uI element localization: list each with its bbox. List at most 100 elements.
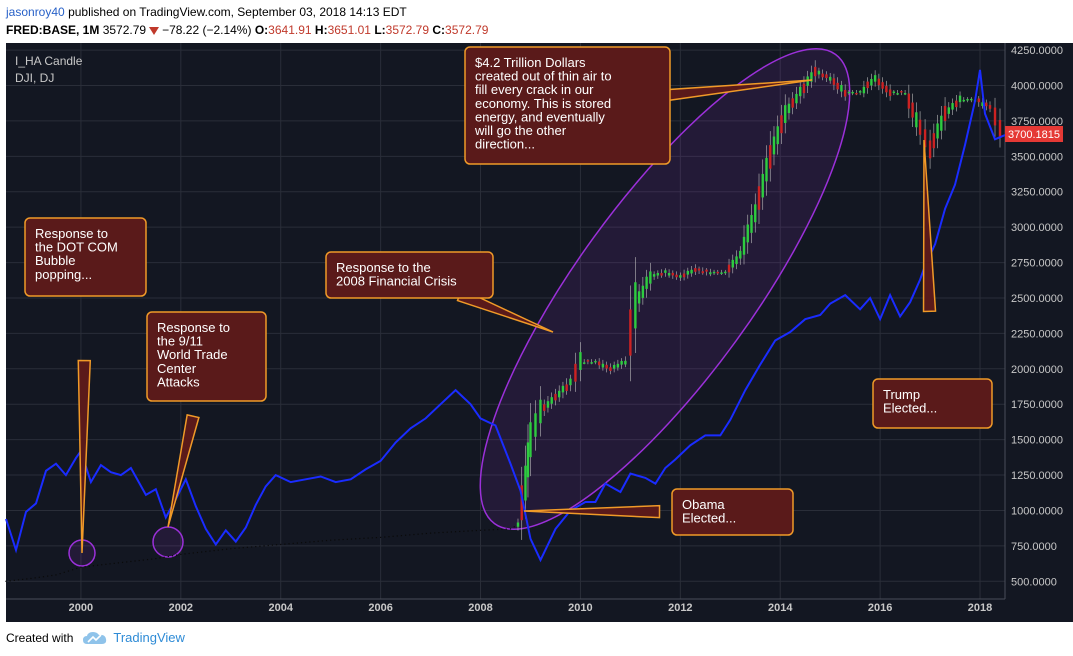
price-tag-box (1005, 126, 1063, 142)
candle-dot (230, 548, 232, 550)
candle-body (866, 81, 869, 89)
candle-body (817, 70, 821, 75)
candle-body (832, 78, 836, 85)
annotations: Response to the DOT COM Bubble popping...Re… (24, 46, 993, 554)
candle-body (885, 85, 888, 93)
candle-body (594, 360, 597, 363)
candle-dot (421, 533, 423, 535)
candle-body (855, 92, 858, 95)
candle-dot (80, 566, 82, 568)
annotation-line: $4.2 Trillion Dollars (475, 55, 586, 70)
candle-body (985, 102, 988, 107)
ha-candle-series (5, 60, 1002, 582)
annotation-box (24, 217, 147, 297)
candle-dot (417, 533, 419, 535)
annotation-line: economy. This is stored (475, 96, 611, 111)
y-tick-label: 4000.0000 (1011, 80, 1063, 92)
symbol-label: FRED:BASE, 1M (6, 23, 100, 37)
candle-dot (479, 529, 482, 531)
tradingview-link[interactable]: TradingView (113, 630, 185, 645)
candle-dot (67, 570, 70, 572)
candle-body (761, 173, 764, 198)
candle-body (546, 401, 550, 408)
open-label: O: (254, 23, 269, 37)
annotation-line: fill every crack in our (475, 82, 594, 97)
annotation-pointer (922, 139, 937, 313)
candle-body (569, 378, 572, 386)
candle-dot (275, 544, 278, 546)
high-label: H: (314, 23, 328, 37)
candle-body (579, 352, 582, 370)
candle-dot (171, 555, 174, 557)
candle-body (840, 85, 843, 92)
candle-body (918, 119, 922, 135)
candle-dot (305, 541, 307, 543)
candle-dot (105, 563, 107, 565)
candle-dot (76, 567, 78, 570)
candle-body (529, 422, 532, 458)
candle-dot (350, 538, 353, 540)
x-tick-label: 2016 (868, 602, 892, 614)
y-tick-label: 4250.0000 (1011, 45, 1063, 57)
candle-body (928, 140, 932, 159)
candle-dot (226, 548, 228, 550)
candle-body (724, 271, 727, 274)
candle-dot (375, 537, 378, 539)
candle-body (843, 90, 847, 97)
ohlc-line: FRED:BASE, 1M 3572.79 −78.22 (−2.14%) O:3… (6, 21, 1066, 39)
candle-dot (454, 531, 457, 533)
candle-body (561, 385, 565, 393)
annotation-line: Trump (883, 387, 920, 402)
candle-body (799, 86, 802, 97)
y-tick-label: 3250.0000 (1011, 187, 1063, 199)
chart-svg[interactable]: 500.0000 750.0000 1000.0000 1250.0000 1500.0… (0, 0, 1073, 626)
candle-body (697, 268, 701, 271)
low-value: 3572.79 (385, 23, 430, 37)
candle-dot (167, 555, 169, 558)
candle-dot (309, 541, 311, 543)
y-tick-label: 1500.0000 (1011, 435, 1063, 447)
candle-body (582, 362, 586, 364)
candle-dot (17, 579, 20, 581)
candle-dot (88, 565, 90, 567)
candle-body (851, 91, 854, 94)
candle-body (765, 157, 768, 182)
x-tick-label: 2014 (768, 602, 793, 614)
candle-body (526, 442, 530, 478)
legend-series-2: DJI, DJ (15, 71, 54, 85)
candle-dot (159, 557, 161, 559)
candle-dot (221, 549, 224, 551)
candle-body (565, 384, 568, 391)
annotation-box (325, 251, 494, 299)
y-tick-label: 1000.0000 (1011, 505, 1063, 517)
candle-body (862, 86, 866, 94)
candle-body (682, 273, 686, 278)
candle-dot (184, 553, 186, 555)
annotation-line: direction... (475, 137, 535, 152)
candle-dot (400, 535, 403, 537)
author-link[interactable]: jasonroy40 (6, 5, 65, 19)
candle-body (705, 269, 708, 272)
candle-body (776, 126, 779, 145)
dji-line (5, 69, 1006, 563)
candle-dot (513, 526, 515, 528)
candle-dot (213, 550, 215, 552)
y-tick-label: 2250.0000 (1011, 328, 1063, 340)
annotation-box (872, 378, 993, 429)
candle-body (712, 271, 716, 274)
candle-body (977, 98, 980, 103)
candle-body (836, 82, 839, 90)
close-label: C: (432, 23, 446, 37)
annotation-line: 2008 Financial Crisis (336, 274, 457, 289)
candle-body (955, 100, 958, 108)
candle-dot (146, 558, 149, 561)
candle-body (821, 73, 824, 78)
candle-body (951, 103, 954, 110)
annotation-line: the DOT COM (35, 240, 118, 255)
candle-body (936, 123, 939, 139)
annotation-line: Response to the (336, 260, 431, 275)
y-tick-label: 3500.0000 (1011, 151, 1063, 163)
candle-body (966, 99, 969, 101)
x-tick-label: 2008 (468, 602, 492, 614)
candle-body (667, 272, 671, 276)
